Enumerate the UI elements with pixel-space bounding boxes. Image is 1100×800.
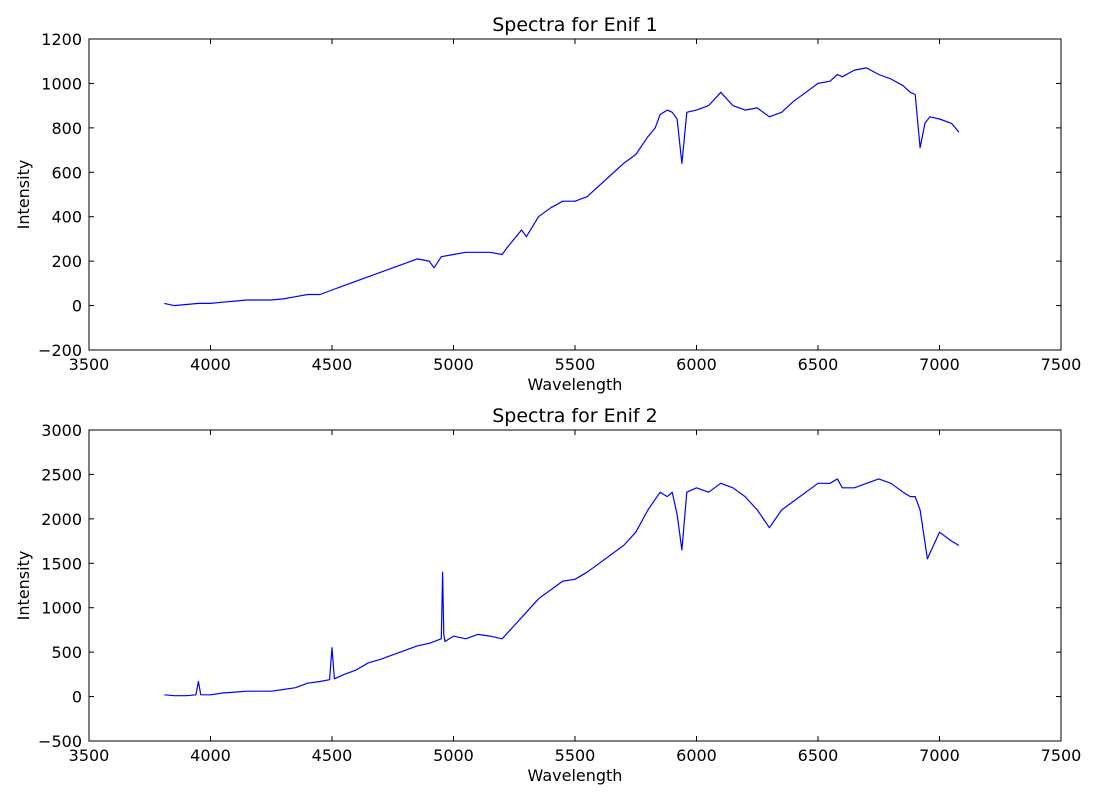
y-tick-label: 1000 [41,74,82,93]
x-tick-label: 6000 [676,355,717,374]
x-axis-label: Wavelength [528,375,623,394]
x-tick-label: 5000 [433,355,474,374]
y-tick-label: 0 [72,688,82,707]
x-tick-label: 3500 [69,746,110,765]
y-tick-label: 1200 [41,30,82,49]
x-tick-label: 6000 [676,746,717,765]
x-tick-label: 7000 [919,355,960,374]
x-tick-label: 7500 [1041,355,1082,374]
y-tick-label: −500 [38,732,82,751]
x-tick-label: 7000 [919,746,960,765]
x-tick-label: 3500 [69,355,110,374]
axes-frame [88,38,1062,351]
y-tick-label: 500 [51,643,82,662]
x-axis-label: Wavelength [528,766,623,785]
y-tick-label: 2500 [41,465,82,484]
y-tick-label: 400 [51,208,82,227]
y-axis-label: Intensity [14,551,33,621]
y-tick-label: 1000 [41,599,82,618]
y-tick-label: 0 [72,297,82,316]
x-tick-label: 5000 [433,746,474,765]
y-axis-label: Intensity [14,160,33,230]
y-tick-label: 600 [51,163,82,182]
x-tick-label: 6500 [798,355,839,374]
x-tick-label: 7500 [1041,746,1082,765]
series-line-1 [164,478,960,697]
x-tick-label: 5500 [555,746,596,765]
chart-title: Spectra for Enif 2 [492,405,658,427]
x-tick-label: 4500 [312,746,353,765]
x-tick-label: 6500 [798,746,839,765]
y-tick-label: −200 [38,341,82,360]
series-line-1 [164,67,960,307]
chart-title: Spectra for Enif 1 [492,14,658,36]
y-tick-label: 3000 [41,421,82,440]
y-tick-label: 800 [51,119,82,138]
y-tick-label: 2000 [41,510,82,529]
y-tick-label: 200 [51,252,82,271]
chart-panel-1: 3500 4000 4500 5000 5500 6000 6500 7000 7500−200… [14,14,1081,394]
y-tick-label: 1500 [41,554,82,573]
chart-panel-2: 3500 4000 4500 5000 5500 6000 6500 7000 7500−500… [14,405,1081,785]
x-tick-label: 4000 [190,355,231,374]
x-tick-label: 5500 [555,355,596,374]
x-tick-label: 4000 [190,746,231,765]
axes-frame [88,429,1062,742]
x-tick-label: 4500 [312,355,353,374]
